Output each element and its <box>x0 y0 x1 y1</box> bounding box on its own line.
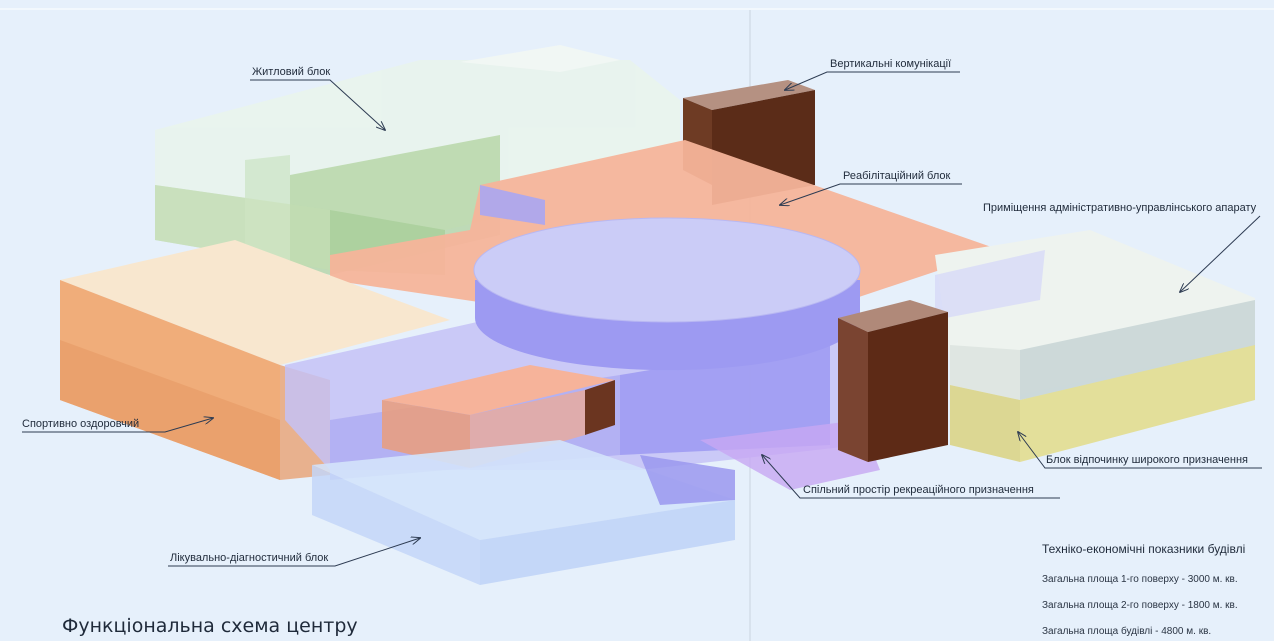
stats-heading: Техніко-економічні показники будівлі <box>1042 542 1245 556</box>
label-vertical: Вертикальні комунікації <box>830 58 951 70</box>
leisure-block <box>935 250 1255 462</box>
stats-row: Загальна площа 1-го поверху - 3000 м. кв… <box>1042 574 1238 585</box>
vertical-tower-front <box>838 300 948 462</box>
central-cylinder <box>473 217 861 371</box>
leader-lines <box>22 71 1262 567</box>
sport-block <box>60 240 450 480</box>
medical-block <box>312 440 735 585</box>
label-residential: Житловий блок <box>252 66 330 78</box>
label-sport: Спортивно оздоровчий <box>22 418 139 430</box>
label-medical: Лікувально-діагностичний блок <box>170 552 328 564</box>
label-admin: Приміщення адміністративно-управлінськог… <box>983 202 1257 214</box>
label-leisure: Блок відпочинку широкого призначення <box>1046 454 1248 466</box>
stats-row: Загальна площа 2-го поверху - 1800 м. кв… <box>1042 600 1238 611</box>
label-rehab: Реабілітаційний блок <box>843 170 951 182</box>
stats-panel: Техніко-економічні показники будівлі Заг… <box>1042 542 1245 637</box>
label-recreation: Спільний простір рекреаційного призначен… <box>803 484 1034 496</box>
diagram-title: Функціональна схема центру <box>62 615 358 637</box>
stats-row: Загальна площа будівлі - 4800 м. кв. <box>1042 625 1211 637</box>
